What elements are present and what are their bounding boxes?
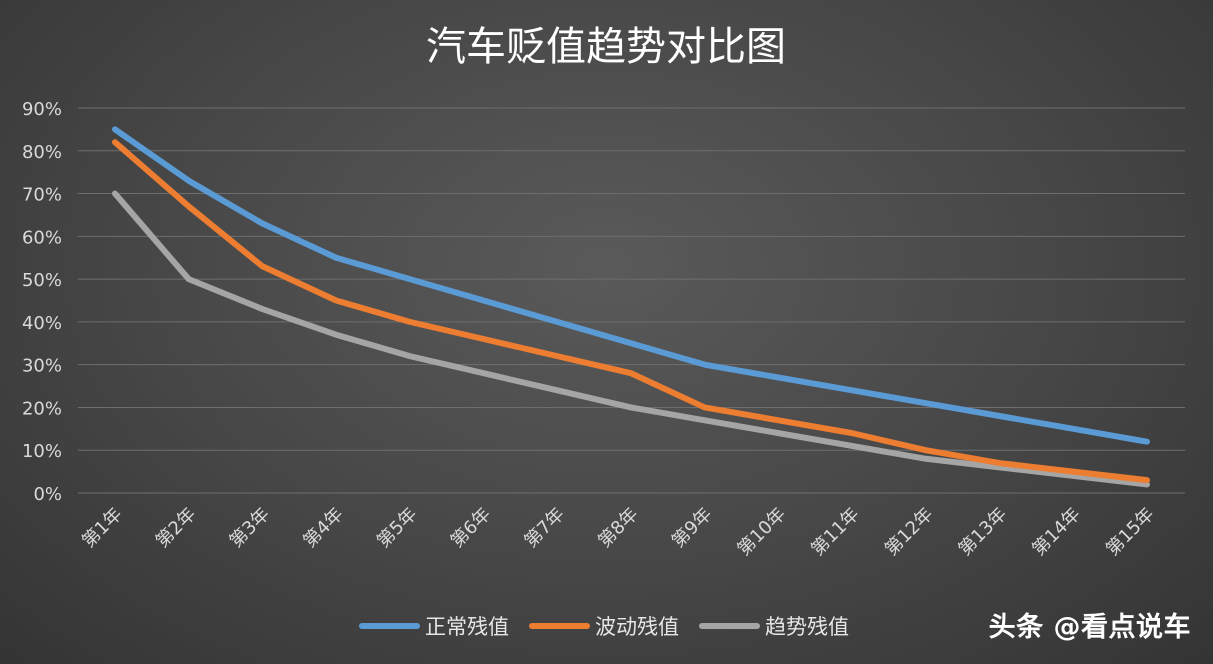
- y-tick-label: 40%: [22, 313, 62, 334]
- legend-label: 波动残值: [595, 615, 679, 639]
- x-tick-label: 第3年: [226, 504, 274, 552]
- y-tick-label: 90%: [22, 99, 62, 120]
- y-tick-label: 30%: [22, 356, 62, 377]
- x-tick-label: 第4年: [299, 504, 347, 552]
- legend-label: 趋势残值: [765, 615, 849, 639]
- y-tick-label: 50%: [22, 270, 62, 291]
- grid: [78, 107, 1185, 494]
- x-tick-label: 第12年: [881, 504, 938, 561]
- y-tick-label: 80%: [22, 142, 62, 163]
- series-line: [112, 126, 1150, 445]
- y-tick-label: 0%: [33, 484, 62, 505]
- chart-title: 汽车贬值趋势对比图: [426, 24, 786, 70]
- x-tick-label: 第13年: [955, 504, 1012, 561]
- x-tick-label: 第11年: [807, 504, 864, 561]
- x-tick-label: 第1年: [78, 504, 126, 552]
- x-tick-label: 第8年: [594, 504, 642, 552]
- x-tick-label: 第7年: [520, 504, 568, 552]
- series-group: [112, 126, 1150, 488]
- x-tick-label: 第9年: [668, 504, 716, 552]
- x-tick-label: 第10年: [733, 504, 790, 561]
- series-line: [112, 139, 1150, 484]
- y-tick-label: 60%: [22, 227, 62, 248]
- legend: 正常残值 波动残值 趋势残值: [359, 615, 849, 639]
- y-tick-label: 70%: [22, 185, 62, 206]
- x-tick-label: 第6年: [447, 504, 495, 552]
- x-tick-label: 第5年: [373, 504, 421, 552]
- x-axis: 第1年 第2年 第3年 第4年 第5年 第6年 第7年 第8年 第9年 第10年 第11年 第12年第…: [78, 504, 1158, 561]
- x-tick-label: 第14年: [1028, 504, 1085, 561]
- watermark: 头条 @看点说车: [988, 612, 1191, 643]
- y-axis: 0% 10% 20% 30% 40% 50% 60% 70% 80% 90%: [22, 99, 62, 505]
- y-tick-label: 20%: [22, 398, 62, 419]
- x-tick-label: 第2年: [152, 504, 200, 552]
- legend-label: 正常残值: [425, 615, 509, 639]
- y-tick-label: 10%: [22, 441, 62, 462]
- x-tick-label: 第15年: [1102, 504, 1159, 561]
- series-line: [112, 190, 1150, 488]
